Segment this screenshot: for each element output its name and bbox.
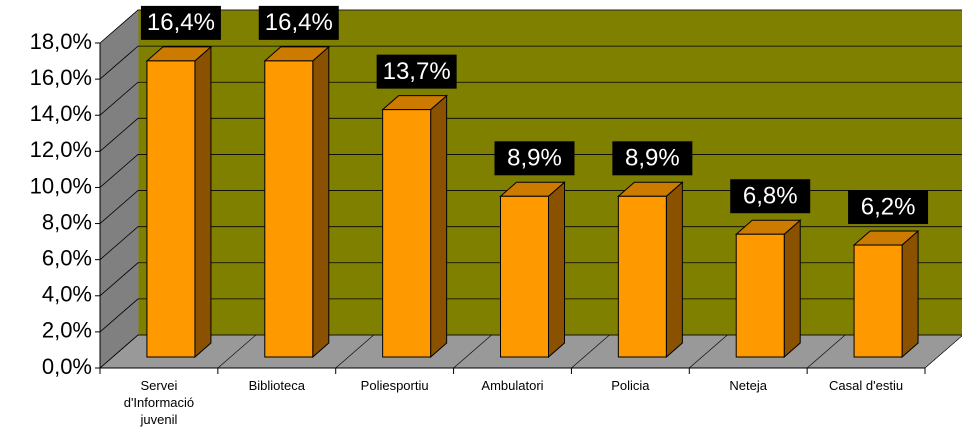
value-label-bg	[494, 141, 575, 176]
floor-line	[924, 335, 962, 369]
floor-line	[806, 334, 846, 369]
grid-line	[99, 81, 962, 116]
x-tick-label: Neteja	[729, 378, 767, 393]
bar-side	[312, 45, 330, 359]
x-tick-label: Servei d'Informació juvenil	[123, 378, 195, 427]
floor-line	[217, 334, 257, 369]
value-label: 6,2%	[861, 193, 916, 220]
bar	[500, 195, 549, 358]
y-tick-label: 2,0%	[42, 318, 92, 343]
y-tick-label: 8,0%	[42, 209, 92, 234]
y-tick-label: 4,0%	[42, 282, 92, 307]
x-tick-label: Poliesportiu	[360, 378, 429, 393]
bar	[617, 195, 667, 358]
floor-line	[99, 334, 139, 369]
floor-line	[453, 334, 492, 369]
value-label-bg	[848, 190, 929, 225]
bar	[735, 233, 785, 358]
bar	[146, 60, 196, 358]
value-label-bg	[140, 5, 221, 40]
grid-line	[99, 117, 962, 152]
value-label: 6,8%	[743, 183, 798, 210]
y-tick-label: 6,0%	[42, 245, 92, 270]
grid-line	[99, 262, 962, 297]
y-tick-label: 0,0%	[42, 354, 92, 379]
x-tick-label: Ambulatori	[481, 378, 544, 393]
bar	[853, 244, 903, 358]
value-label-bg	[612, 141, 693, 176]
value-label-bg	[376, 54, 457, 89]
value-label: 8,9%	[625, 145, 680, 172]
value-label: 8,9%	[507, 145, 562, 172]
bar-side	[430, 94, 448, 359]
y-tick-label: 16,0%	[30, 65, 92, 90]
x-tick-label: Casal d'estiu	[829, 378, 904, 393]
bar	[264, 60, 314, 358]
bar	[382, 109, 432, 358]
floor-line	[335, 334, 374, 369]
bar-side	[783, 219, 801, 359]
value-label: 13,7%	[383, 58, 451, 85]
value-label-bg	[730, 179, 811, 214]
bar-side	[548, 181, 565, 359]
side-wall	[99, 9, 139, 369]
grid-line	[99, 298, 962, 333]
value-label-bg	[258, 5, 339, 40]
value-label: 16,4%	[265, 9, 333, 36]
grid-line	[99, 226, 962, 260]
bar-side	[665, 181, 683, 359]
value-label: 16,4%	[147, 9, 215, 36]
grid-line	[99, 190, 962, 224]
grid-line	[99, 45, 962, 80]
floor-line	[689, 334, 728, 369]
x-tick-label: Policia	[611, 378, 650, 393]
y-tick-label: 14,0%	[30, 101, 92, 126]
y-tick-label: 12,0%	[30, 137, 92, 162]
floor-line	[571, 334, 610, 369]
grid-line	[99, 9, 962, 44]
x-tick-label: Biblioteca	[248, 378, 305, 393]
bar-side	[194, 45, 212, 359]
y-tick-label: 18,0%	[30, 29, 92, 54]
y-tick-label: 10,0%	[30, 173, 92, 198]
bar-side	[901, 229, 919, 359]
